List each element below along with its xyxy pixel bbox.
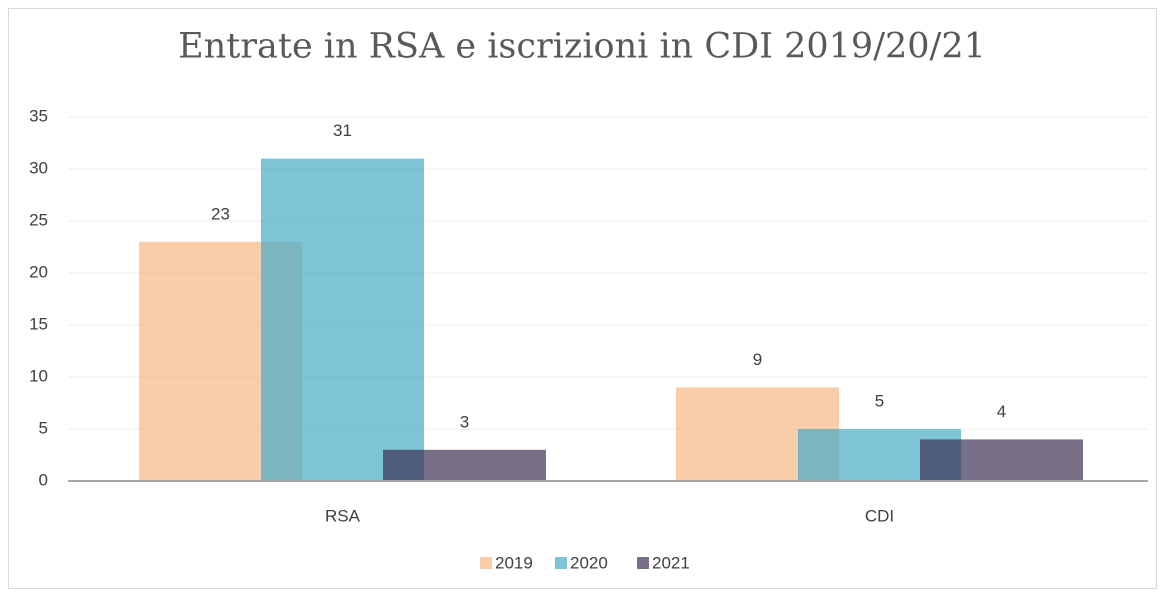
y-tick-label: 30	[29, 158, 48, 177]
y-tick-label: 0	[39, 470, 48, 489]
y-tick-label: 5	[39, 418, 48, 437]
bar	[920, 439, 1083, 481]
data-label: 31	[333, 121, 352, 140]
data-label: 4	[997, 402, 1006, 421]
legend-label: 2021	[652, 553, 690, 572]
data-label: 5	[875, 391, 884, 410]
legend-swatch	[480, 557, 492, 569]
y-tick-label: 15	[29, 314, 48, 333]
data-label: 3	[460, 412, 469, 431]
legend-label: 2019	[495, 553, 533, 572]
legend-swatch	[555, 557, 567, 569]
bar	[261, 158, 424, 481]
x-tick-label: RSA	[325, 506, 361, 525]
chart-title: Entrate in RSA e iscrizioni in CDI 2019/…	[178, 27, 986, 67]
y-tick-label: 10	[29, 366, 48, 385]
legend-swatch	[637, 557, 649, 569]
bar	[383, 449, 546, 481]
y-tick-label: 20	[29, 262, 48, 281]
y-tick-label: 35	[29, 106, 48, 125]
x-tick-label: CDI	[865, 506, 894, 525]
data-label: 9	[753, 350, 762, 369]
y-tick-label: 25	[29, 210, 48, 229]
legend-label: 2020	[570, 553, 608, 572]
data-label: 23	[211, 204, 230, 223]
